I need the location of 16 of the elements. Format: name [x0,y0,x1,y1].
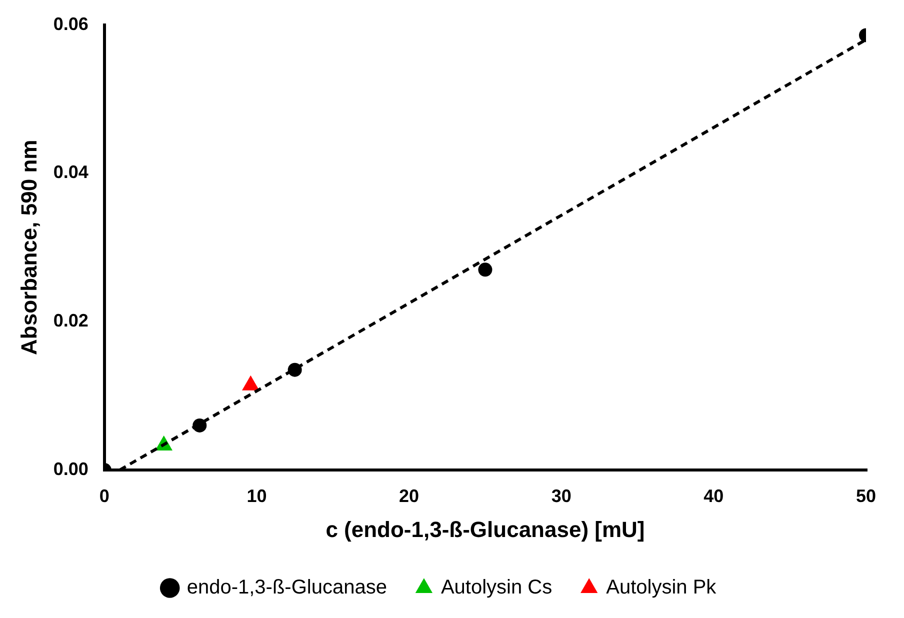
y-axis-title: Absorbance, 590 nm [16,140,42,355]
legend-label: Autolysin Pk [606,576,718,599]
x-tick-label: 50 [856,486,876,506]
x-axis-title: c (endo-1,3-ß-Glucanase) [mU] [326,516,645,542]
y-tick-label: 0.04 [53,162,88,182]
x-tick-label: 30 [551,486,572,506]
x-tick-label: 10 [246,486,267,506]
x-tick-label: 0 [99,486,110,506]
legend-label: endo-1,3-ß-Glucanase [186,576,387,599]
y-tick-label: 0.06 [53,14,88,34]
x-tick-label: 20 [399,486,420,506]
legend-label: Autolysin Cs [440,576,552,599]
point [242,375,260,390]
y-tick-label: 0.02 [53,310,88,331]
x-tick-label: 40 [704,486,724,506]
y-tick-label: 0.00 [53,458,88,479]
